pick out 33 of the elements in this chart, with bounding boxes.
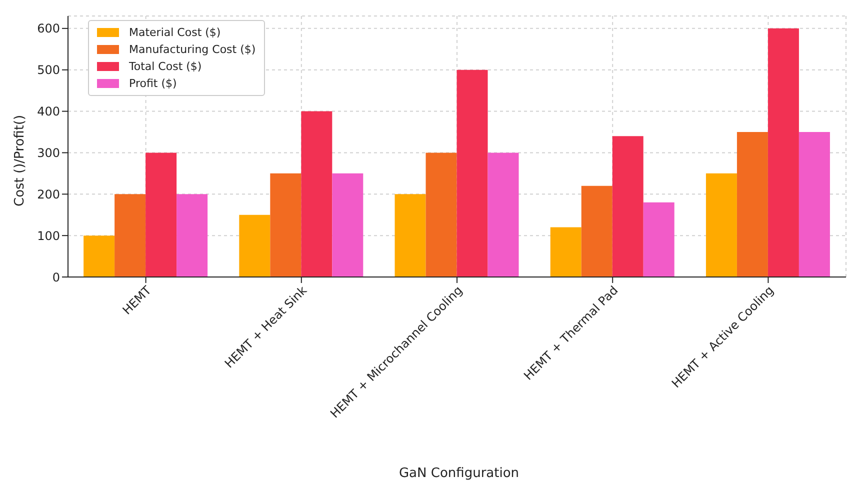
y-tick-label: 400 <box>37 104 60 119</box>
bar <box>146 152 177 277</box>
bar <box>550 227 582 277</box>
bar <box>84 236 115 277</box>
bar <box>426 152 457 277</box>
bar <box>612 136 644 277</box>
bar <box>394 194 426 277</box>
x-axis-title: GaN Configuration <box>398 466 520 481</box>
legend-label: Total Cost ($) <box>129 59 202 75</box>
bar <box>643 202 674 277</box>
bar <box>581 186 612 277</box>
legend-label: Profit ($) <box>129 76 177 92</box>
y-tick-label: 0 <box>52 270 60 284</box>
bar <box>332 173 364 277</box>
bar <box>176 194 208 277</box>
bar <box>239 214 270 277</box>
bar <box>488 152 519 277</box>
bar <box>798 132 830 277</box>
legend-label: Manufacturing Cost ($) <box>129 42 256 58</box>
bar <box>270 173 302 277</box>
legend-label: Material Cost ($) <box>129 25 221 41</box>
bar <box>456 70 488 277</box>
bar <box>736 132 768 277</box>
bar <box>706 173 737 277</box>
y-axis-title: Cost ()/Profit() <box>12 114 28 206</box>
y-tick-label: 100 <box>37 228 60 243</box>
y-tick-label: 300 <box>37 146 60 160</box>
y-tick-label: 200 <box>37 187 60 202</box>
bar <box>114 194 146 277</box>
bar <box>768 28 799 277</box>
y-tick-label: 500 <box>37 63 60 78</box>
bar <box>301 111 332 277</box>
y-tick-label: 600 <box>37 22 60 36</box>
